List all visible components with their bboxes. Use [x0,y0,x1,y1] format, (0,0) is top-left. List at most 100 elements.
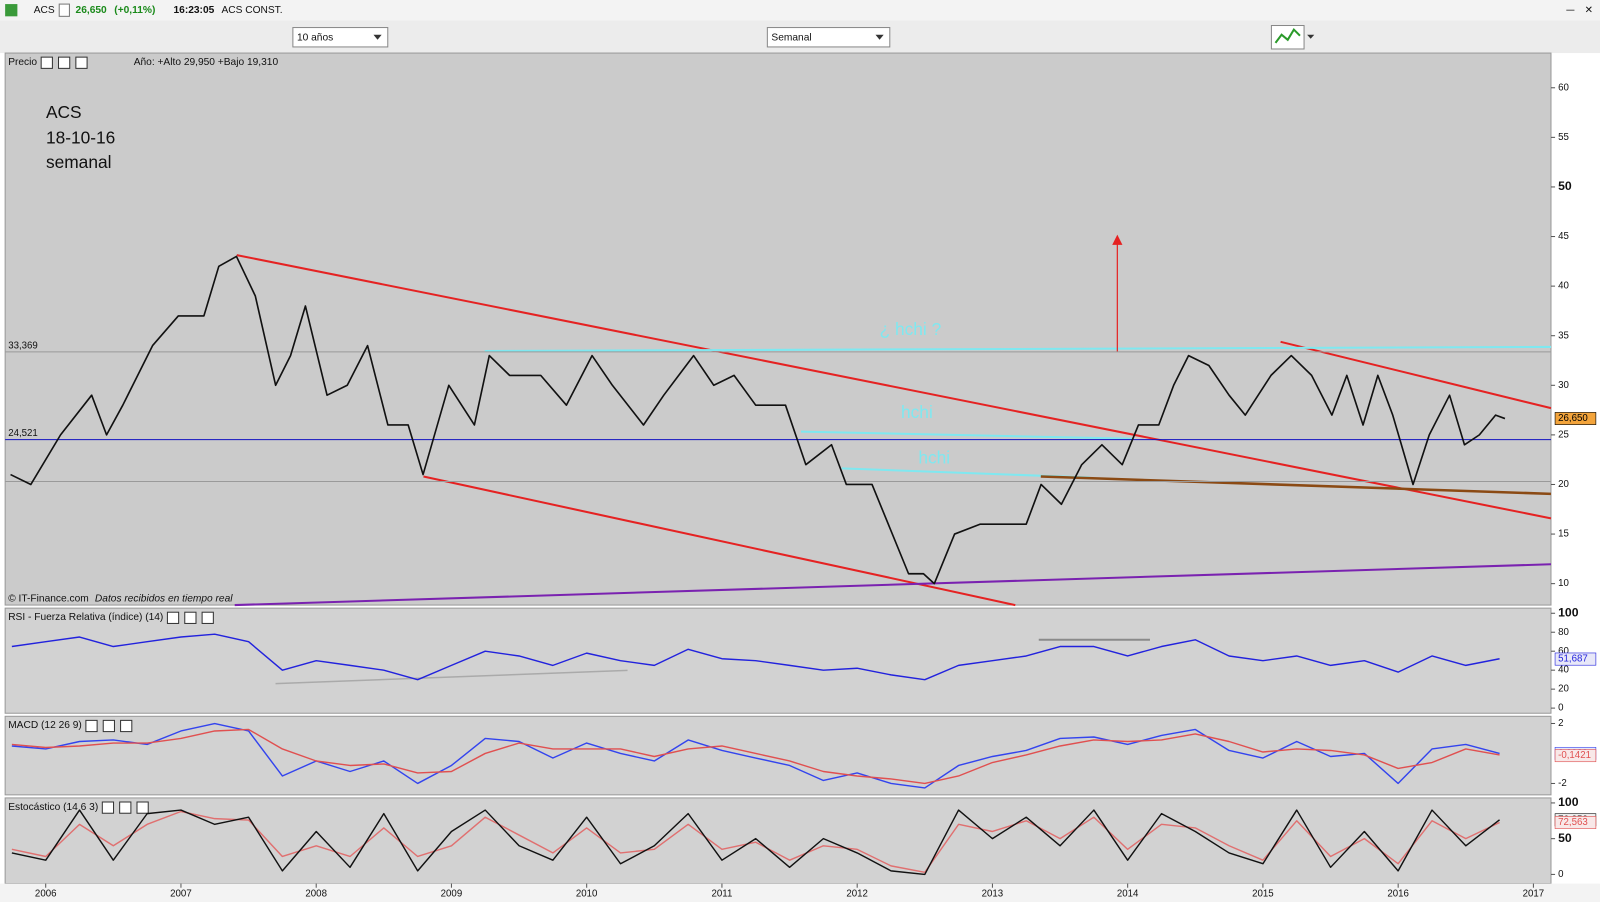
value-tag [1554,652,1597,666]
interval-select[interactable] [766,27,891,48]
x-tick-label: 2009 [441,888,463,899]
y-tick-label: 0 [1558,703,1564,714]
x-tick-label: 2016 [1387,888,1409,899]
x-tick-label: 2011 [712,888,733,899]
value-tag-label: 72,563 [1558,817,1588,828]
last-price: 26,650 [76,5,107,16]
note: semanal [46,152,112,172]
macd-panel [4,715,1552,796]
x-tick-label: 2013 [982,888,1004,899]
y-tick-label: 2 [1558,718,1563,729]
interval-value: Semanal [771,32,811,43]
instrument-name: ACS CONST. [221,5,282,16]
series-line [11,633,1500,681]
reference-label: 33,369 [8,340,38,351]
x-tick-label: 2015 [1252,888,1274,899]
neckline [800,430,1133,440]
y-tick-label: 100 [1558,795,1579,809]
x-tick-label: 2017 [1523,888,1545,899]
y-tick-label: 50 [1558,179,1572,193]
price-panel [4,52,1552,606]
y-tick-label: 20 [1558,684,1569,695]
series-line [10,255,1506,585]
trend-line [234,563,1552,607]
arrow-head [1112,234,1123,245]
y-tick-label: 60 [1558,82,1569,93]
annotation: hchi [918,448,950,468]
panel-title[interactable]: Estocástico (14 6 3) [8,802,98,813]
panel-icon[interactable] [166,611,180,624]
trend-line [1280,340,1552,410]
annotation: ¿ hchi ? [880,319,942,339]
series-line [11,728,1500,785]
value-tag-label: 51,687 [1558,654,1588,665]
y-tick-label: 55 [1558,132,1569,143]
note: ACS [46,102,82,122]
panel-icon[interactable] [40,56,53,69]
y-tick-label: 20 [1558,479,1569,490]
rsi-panel [4,607,1552,714]
period-select[interactable] [292,27,389,48]
panel-icon[interactable] [201,611,214,624]
y-tick-label: 40 [1558,281,1569,292]
y-tick-label: 40 [1558,665,1569,676]
reference-label: 24,521 [8,428,38,439]
dropdown-arrow [373,34,382,40]
chart-type-icon [1274,27,1301,44]
price-change: (+0,11%) [114,5,155,16]
panel-icon[interactable] [102,719,115,733]
chart-type-button[interactable] [1270,24,1305,50]
panel-icon[interactable] [119,801,132,814]
y-tick-label: 50 [1558,831,1572,845]
y-tick-label: 45 [1558,231,1569,242]
y-tick-label: 80 [1558,627,1569,638]
x-tick-label: 2006 [35,888,57,899]
rsi-line [275,669,628,685]
neckline [484,345,1551,353]
panel-icon[interactable] [120,719,133,733]
value-tag-label: 26,650 [1558,413,1588,424]
series-line [11,809,1500,876]
x-tick-label: 2012 [846,888,868,899]
x-tick-label: 2014 [1117,888,1139,899]
y-tick-label: 0 [1558,869,1564,880]
value-tag [1554,412,1597,425]
panel-icon[interactable] [58,56,71,69]
panel-icon[interactable] [136,801,149,814]
symbol[interactable]: ACS [34,5,55,16]
info-icon[interactable] [58,3,70,17]
y-tick-label: -2 [1558,778,1567,789]
y-tick-label: 35 [1558,330,1569,341]
panel-icon[interactable] [75,56,88,69]
y-tick-label: 25 [1558,429,1569,440]
panel-title[interactable]: MACD (12 26 9) [8,720,82,731]
trend-line [1040,475,1552,496]
y-tick-label: 15 [1558,529,1569,540]
x-tick-label: 2008 [305,888,327,899]
panel-title[interactable]: RSI - Fuerza Relativa (índice) (14) [8,612,163,623]
panel-title[interactable]: Precio [8,57,37,68]
y-tick-label: 100 [1558,605,1579,619]
panel-icon[interactable] [184,611,197,624]
dropdown-arrow [1307,34,1315,39]
app-icon [5,4,18,17]
title-bar [0,0,1600,21]
y-tick-label: 30 [1558,380,1569,391]
panel-icon[interactable] [101,801,115,814]
y-tick-label: 10 [1558,578,1569,589]
note: 18-10-16 [46,127,115,147]
value-tag [1554,816,1597,829]
x-axis-strip [0,883,1600,902]
value-tag [1554,749,1597,763]
source-note: Datos recibidos en tiempo real [95,594,233,605]
y-tick-label: 60 [1558,646,1569,657]
quote-time: 16:23:05 [173,5,214,16]
period-value: 10 años [297,32,333,43]
panel-icon[interactable] [85,719,98,733]
price-info: Año: +Alto 29,950 +Bajo 19,310 [134,57,279,68]
stoch-panel [4,797,1552,885]
close-window[interactable]: ✕ [1585,5,1594,16]
dropdown-arrow [875,34,884,40]
